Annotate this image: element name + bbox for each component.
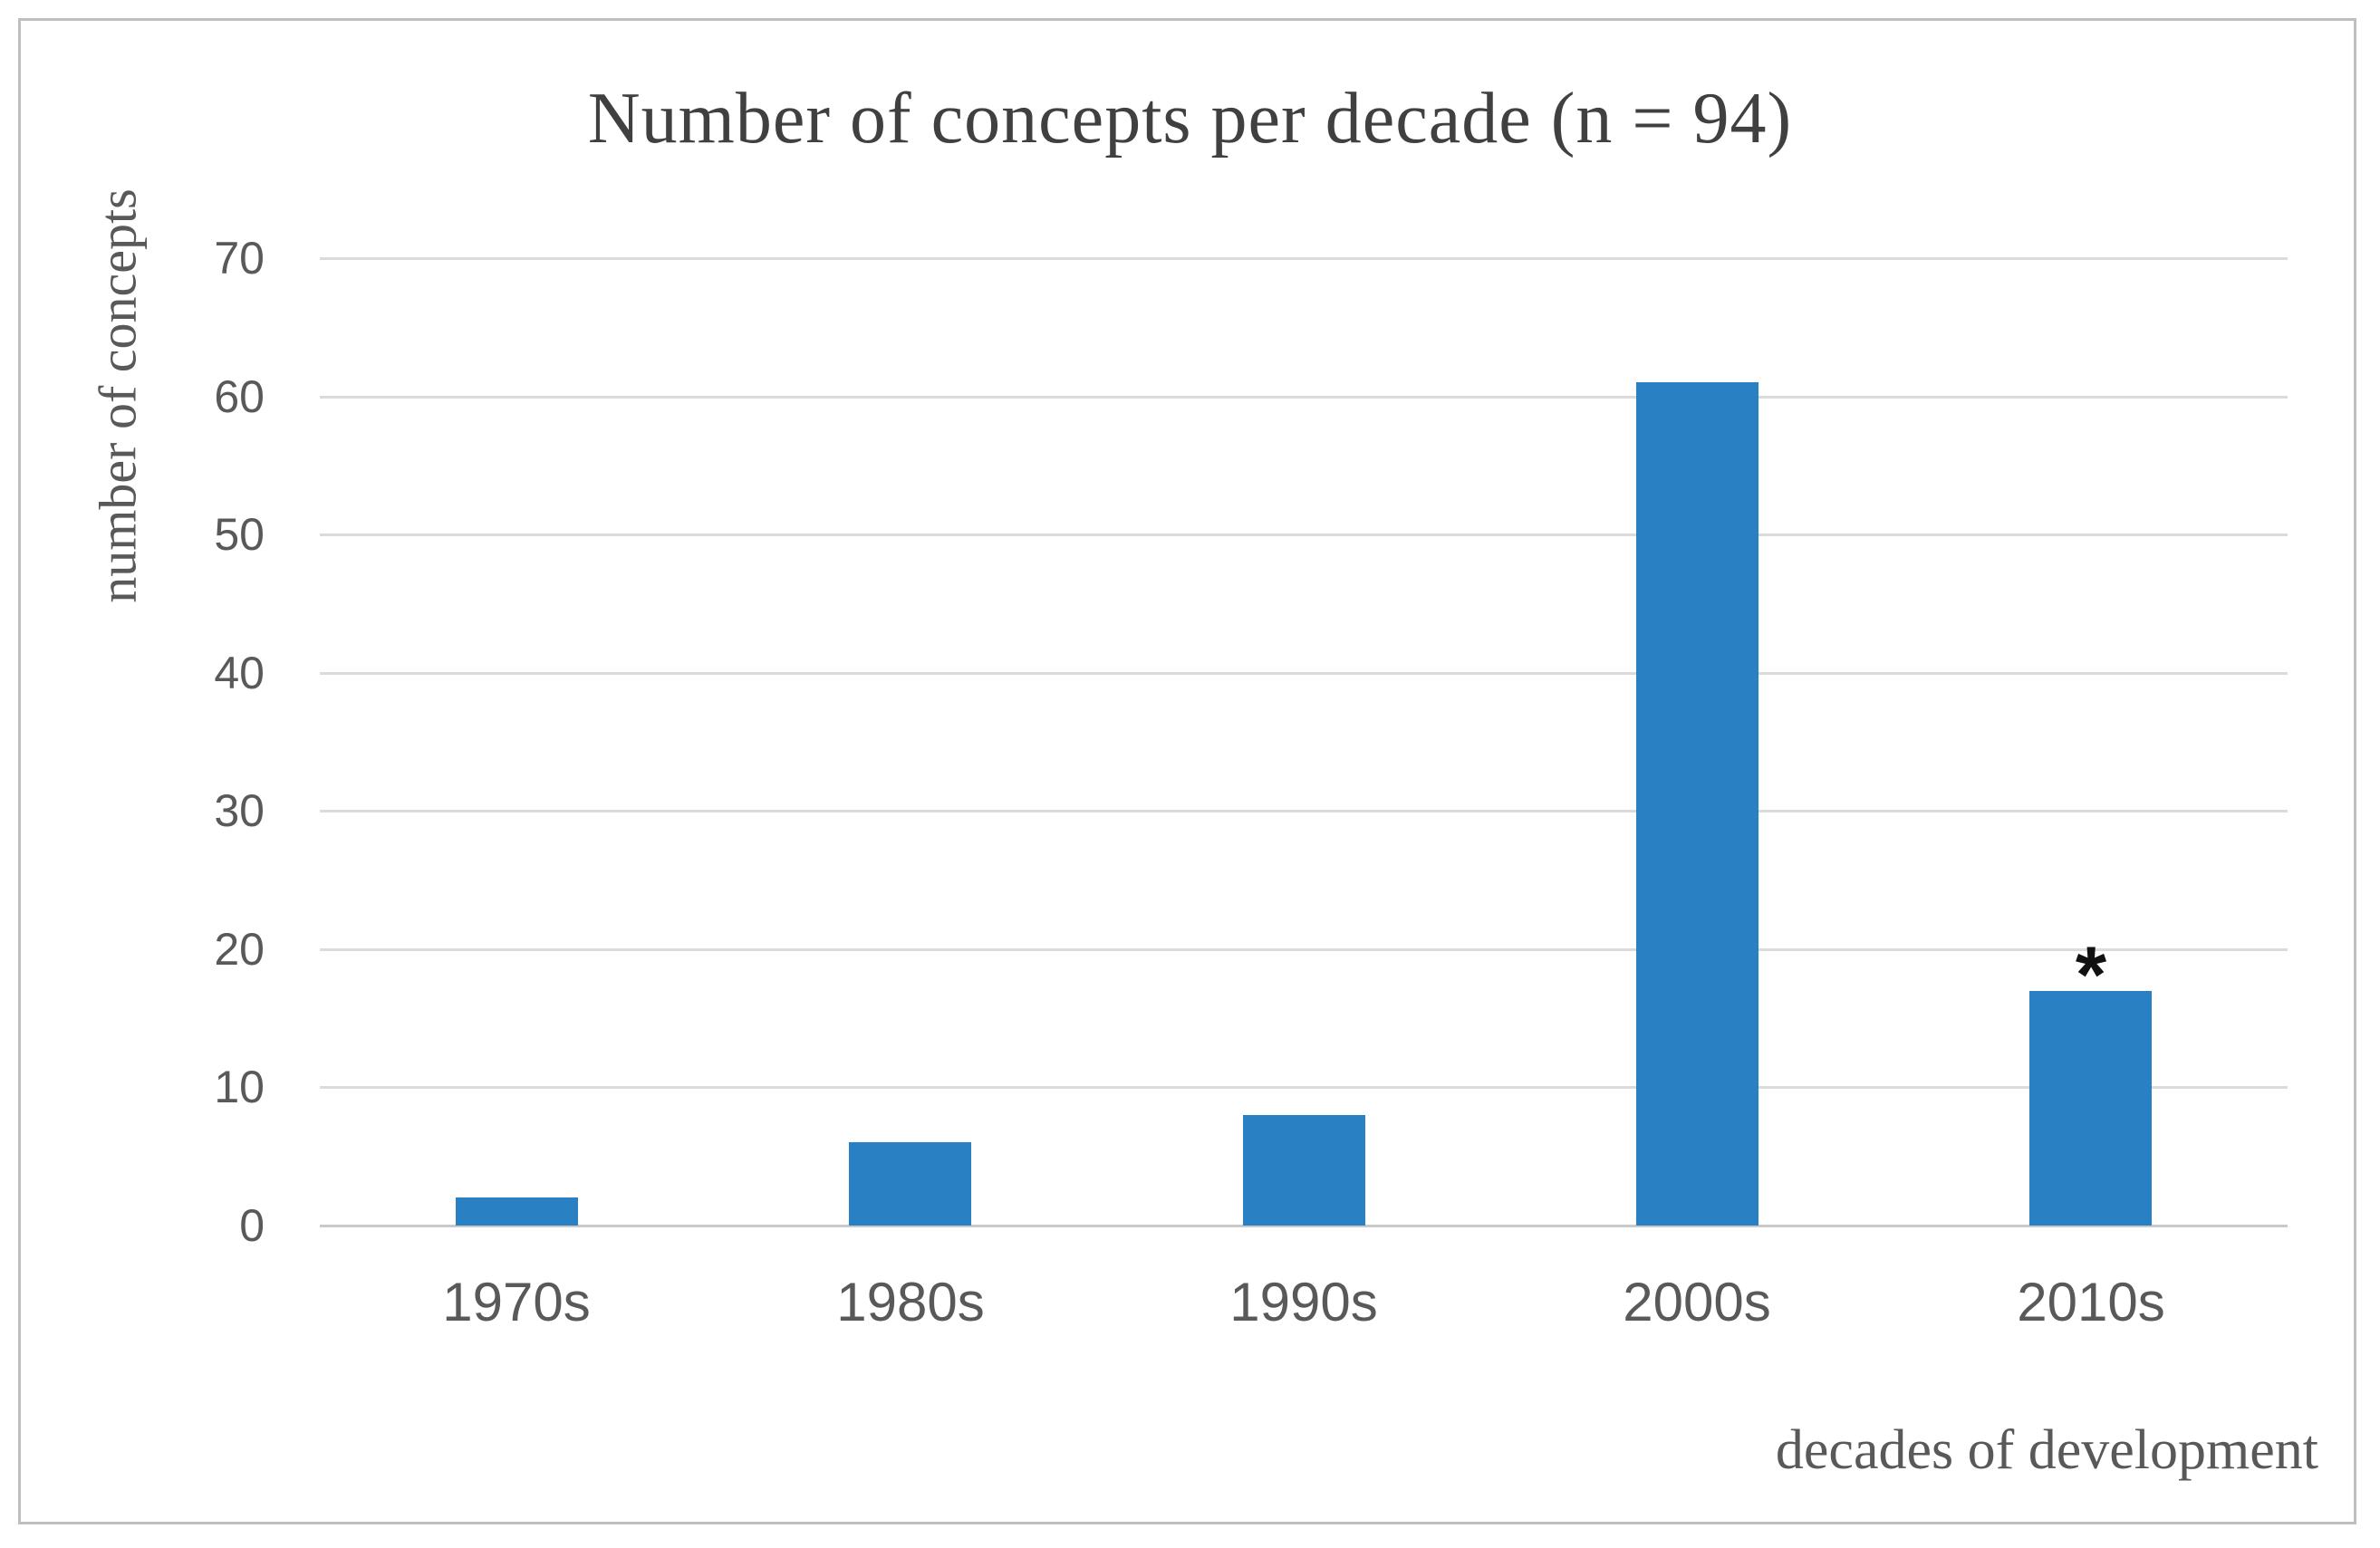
gridline <box>320 396 2288 399</box>
bar-1980s <box>849 1142 971 1226</box>
x-tick-label: 1970s <box>442 1272 591 1332</box>
gridline <box>320 1086 2288 1089</box>
y-tick-label: 70 <box>214 233 265 284</box>
bar-1990s <box>1243 1115 1365 1226</box>
y-tick-label: 60 <box>214 371 265 422</box>
significance-asterisk: * <box>2075 929 2107 1019</box>
figure-frame <box>18 18 2356 1524</box>
y-tick-label: 10 <box>214 1062 265 1112</box>
x-axis-line <box>320 1225 2288 1227</box>
bar-2000s <box>1636 382 1759 1226</box>
y-tick-label: 20 <box>214 924 265 975</box>
y-tick-label: 50 <box>214 509 265 560</box>
gridline <box>320 810 2288 812</box>
x-tick-label: 1980s <box>836 1272 985 1332</box>
chart-title: Number of concepts per decade (n = 94) <box>587 79 1793 159</box>
bar-2010s <box>2029 991 2152 1226</box>
y-tick-label: 0 <box>239 1200 265 1251</box>
x-tick-label: 2000s <box>1623 1272 1771 1332</box>
y-tick-label: 40 <box>214 648 265 698</box>
gridline <box>320 257 2288 260</box>
x-tick-label: 2010s <box>2017 1272 2165 1332</box>
bar-1970s <box>456 1197 578 1226</box>
y-tick-label: 30 <box>214 785 265 836</box>
x-axis-title: decades of development <box>1775 1419 2318 1481</box>
gridline <box>320 948 2288 951</box>
gridline <box>320 672 2288 675</box>
x-tick-label: 1990s <box>1229 1272 1378 1332</box>
gridline <box>320 534 2288 536</box>
